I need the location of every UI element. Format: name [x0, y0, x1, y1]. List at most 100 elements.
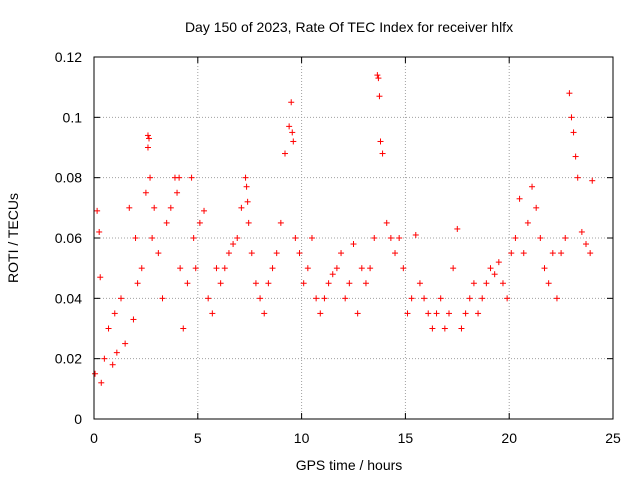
data-point	[155, 250, 162, 257]
data-point	[113, 349, 120, 356]
data-point	[354, 310, 361, 317]
data-point	[290, 138, 297, 145]
data-point	[470, 280, 477, 287]
data-point	[317, 310, 324, 317]
data-point	[281, 150, 288, 157]
data-point	[94, 207, 101, 214]
data-point	[257, 295, 264, 302]
y-tick-label: 0.12	[55, 49, 82, 65]
data-point	[146, 135, 153, 142]
data-point	[244, 198, 251, 205]
data-point	[321, 295, 328, 302]
data-point	[245, 219, 252, 226]
data-point	[217, 280, 224, 287]
data-point	[487, 265, 494, 272]
data-point	[177, 265, 184, 272]
x-tick-label: 5	[194, 430, 202, 446]
data-point	[286, 123, 293, 130]
data-point	[248, 250, 255, 257]
data-point	[243, 183, 250, 190]
data-point	[454, 225, 461, 232]
data-point	[338, 250, 345, 257]
data-point	[483, 280, 490, 287]
data-point	[111, 310, 118, 317]
data-point	[176, 174, 183, 181]
data-point	[404, 310, 411, 317]
data-point	[201, 207, 208, 214]
data-point	[495, 259, 502, 266]
data-point	[572, 153, 579, 160]
data-point	[392, 250, 399, 257]
data-points	[92, 72, 596, 386]
data-point	[479, 295, 486, 302]
data-point	[149, 235, 156, 241]
data-point	[425, 310, 432, 317]
data-point	[273, 250, 280, 257]
data-point	[466, 295, 473, 302]
data-point	[242, 174, 249, 181]
data-point	[98, 379, 105, 386]
x-axis-label: GPS time / hours	[296, 457, 403, 473]
x-tick-label: 20	[501, 430, 517, 446]
data-point	[190, 235, 197, 241]
data-point	[238, 204, 245, 211]
grid-lines	[94, 57, 613, 419]
data-point	[441, 325, 448, 332]
chart-title: Day 150 of 2023, Rate Of TEC Index for r…	[185, 19, 513, 35]
data-point	[408, 295, 415, 302]
data-point	[209, 310, 216, 317]
data-point	[450, 265, 457, 272]
data-point	[292, 235, 299, 241]
data-point	[92, 370, 99, 377]
data-point	[300, 280, 307, 287]
y-axis-label: ROTI / TECUs	[5, 193, 21, 283]
data-point	[144, 144, 151, 151]
data-point	[570, 129, 577, 136]
data-point	[288, 99, 295, 106]
data-point	[374, 72, 381, 79]
plot-frame	[93, 56, 614, 420]
data-point	[188, 174, 195, 181]
data-point	[529, 183, 536, 190]
y-tick-label: 0.04	[55, 290, 82, 306]
data-point	[159, 295, 166, 302]
data-point	[504, 295, 511, 302]
data-point	[358, 265, 365, 272]
data-point	[151, 204, 158, 211]
data-point	[117, 295, 124, 302]
y-tick-label: 0.06	[55, 230, 82, 246]
data-point	[265, 280, 272, 287]
y-tick-label: 0	[74, 411, 82, 427]
data-point	[230, 241, 237, 248]
data-point	[475, 310, 482, 317]
x-tick-label: 0	[90, 430, 98, 446]
y-tick-label: 0.1	[63, 109, 83, 125]
data-point	[126, 204, 133, 211]
data-point	[412, 231, 419, 238]
data-point	[277, 219, 284, 226]
data-point	[574, 174, 581, 181]
data-point	[325, 280, 332, 287]
data-point	[329, 271, 336, 278]
data-point	[167, 204, 174, 211]
data-point	[371, 235, 378, 241]
data-point	[379, 150, 386, 157]
data-point	[553, 295, 560, 302]
data-point	[313, 295, 320, 302]
data-point	[234, 235, 241, 241]
data-point	[346, 280, 353, 287]
data-point	[429, 325, 436, 332]
data-point	[180, 325, 187, 332]
data-point	[333, 265, 340, 272]
data-point	[308, 235, 315, 241]
data-point	[512, 235, 519, 241]
data-point	[367, 265, 374, 272]
data-point	[163, 219, 170, 226]
data-point	[205, 295, 212, 302]
data-point	[362, 280, 369, 287]
data-point	[445, 310, 452, 317]
data-point	[192, 265, 199, 272]
data-point	[524, 219, 531, 226]
data-point	[296, 250, 303, 257]
